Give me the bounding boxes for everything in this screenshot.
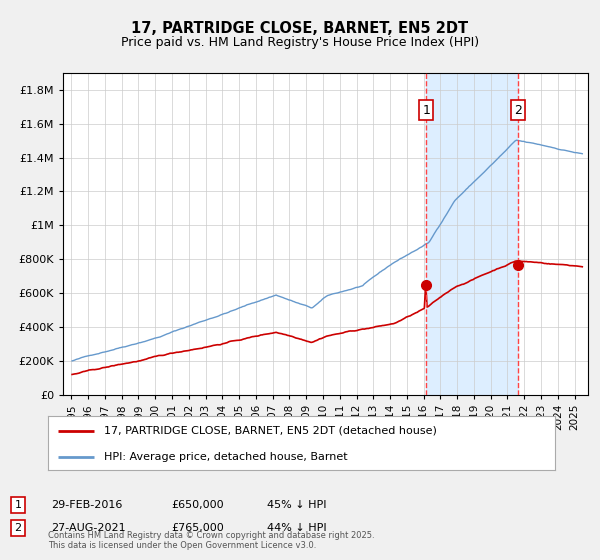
Text: 2: 2 — [514, 104, 523, 116]
Text: 29-FEB-2016: 29-FEB-2016 — [51, 500, 122, 510]
Text: Price paid vs. HM Land Registry's House Price Index (HPI): Price paid vs. HM Land Registry's House … — [121, 36, 479, 49]
Text: 44% ↓ HPI: 44% ↓ HPI — [267, 523, 326, 533]
Text: £650,000: £650,000 — [171, 500, 224, 510]
Bar — [427, 73, 518, 395]
Text: Contains HM Land Registry data © Crown copyright and database right 2025.
This d: Contains HM Land Registry data © Crown c… — [48, 530, 374, 550]
Text: HPI: Average price, detached house, Barnet: HPI: Average price, detached house, Barn… — [104, 452, 347, 461]
Text: £765,000: £765,000 — [171, 523, 224, 533]
Text: 1: 1 — [422, 104, 430, 116]
Text: 17, PARTRIDGE CLOSE, BARNET, EN5 2DT: 17, PARTRIDGE CLOSE, BARNET, EN5 2DT — [131, 21, 469, 36]
Text: 1: 1 — [14, 500, 22, 510]
Text: 17, PARTRIDGE CLOSE, BARNET, EN5 2DT (detached house): 17, PARTRIDGE CLOSE, BARNET, EN5 2DT (de… — [104, 426, 437, 436]
Text: 2: 2 — [14, 523, 22, 533]
Text: 45% ↓ HPI: 45% ↓ HPI — [267, 500, 326, 510]
Text: 27-AUG-2021: 27-AUG-2021 — [51, 523, 125, 533]
